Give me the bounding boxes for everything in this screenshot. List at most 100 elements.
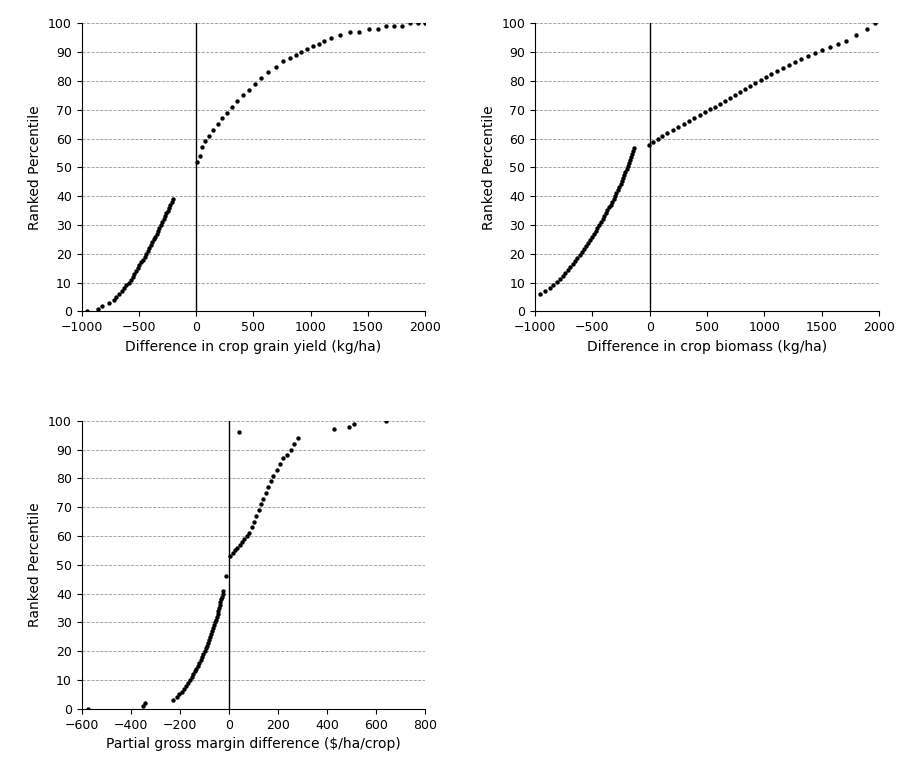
Point: [119, 279, 133, 291]
Point: [195, 650, 209, 663]
Point: [526, 17, 541, 30]
Point: [209, 611, 224, 623]
Point: [166, 193, 180, 206]
Point: [620, 163, 634, 175]
Point: [203, 631, 217, 643]
Point: [411, 17, 426, 30]
Point: [225, 100, 239, 113]
Point: [463, 17, 477, 30]
Point: [158, 210, 172, 223]
Point: [145, 236, 159, 249]
Point: [276, 55, 291, 67]
Point: [787, 56, 802, 69]
Point: [342, 26, 357, 38]
Point: [603, 199, 618, 211]
Point: [192, 657, 207, 669]
Point: [287, 438, 302, 450]
Point: [611, 183, 625, 196]
Point: [211, 605, 226, 617]
Point: [748, 76, 763, 89]
Point: [276, 452, 291, 464]
Point: [555, 270, 570, 282]
Point: [284, 443, 298, 456]
Point: [561, 263, 575, 276]
Point: [114, 285, 129, 298]
Point: [723, 91, 737, 104]
Point: [830, 38, 844, 51]
Point: [622, 153, 637, 166]
Point: [733, 86, 747, 98]
Point: [132, 259, 147, 272]
Point: [641, 139, 656, 151]
Point: [210, 118, 225, 130]
Point: [305, 41, 320, 53]
Point: [553, 273, 567, 285]
Point: [169, 691, 184, 703]
Point: [273, 458, 287, 471]
Point: [500, 17, 515, 30]
Point: [80, 305, 94, 318]
Point: [579, 240, 593, 252]
Point: [162, 202, 177, 214]
Point: [563, 261, 577, 273]
Point: [614, 174, 629, 187]
Point: [212, 602, 226, 615]
Point: [129, 265, 143, 277]
Point: [142, 241, 157, 254]
Point: [868, 17, 882, 30]
Point: [737, 83, 752, 95]
Point: [216, 587, 230, 600]
Point: [718, 94, 733, 107]
Point: [426, 17, 440, 30]
Point: [565, 258, 580, 270]
Point: [622, 157, 636, 169]
Point: [220, 107, 235, 119]
Point: [202, 633, 217, 646]
Point: [443, 17, 458, 30]
Point: [230, 541, 245, 554]
Point: [216, 112, 230, 125]
Point: [242, 83, 256, 96]
Point: [178, 679, 193, 692]
Point: [226, 547, 240, 559]
Point: [245, 521, 259, 534]
Point: [207, 616, 222, 629]
Point: [157, 213, 171, 225]
Point: [199, 640, 214, 652]
Point: [266, 470, 281, 482]
Point: [232, 538, 246, 551]
Point: [192, 150, 207, 162]
Point: [543, 281, 557, 294]
Point: [242, 527, 256, 539]
Point: [208, 613, 223, 626]
Point: [627, 142, 641, 154]
Point: [743, 79, 757, 92]
Point: [509, 17, 524, 30]
Point: [207, 619, 221, 632]
Point: [198, 136, 213, 148]
Point: [215, 590, 229, 603]
Point: [546, 278, 561, 291]
Point: [770, 65, 785, 77]
Point: [605, 196, 620, 208]
Point: [210, 608, 225, 620]
Point: [324, 31, 339, 44]
Point: [782, 58, 796, 71]
Point: [651, 133, 665, 146]
Point: [175, 686, 189, 698]
Point: [687, 112, 701, 125]
Point: [269, 60, 284, 72]
Point: [347, 418, 361, 430]
Point: [294, 46, 309, 58]
Y-axis label: Ranked Percentile: Ranked Percentile: [482, 105, 496, 230]
Point: [201, 129, 216, 142]
Point: [617, 168, 631, 181]
Point: [213, 599, 227, 612]
Point: [665, 124, 680, 136]
Point: [692, 109, 707, 122]
Point: [588, 225, 602, 238]
Point: [153, 219, 168, 231]
Point: [482, 17, 496, 30]
Point: [150, 224, 165, 237]
Point: [134, 256, 149, 269]
